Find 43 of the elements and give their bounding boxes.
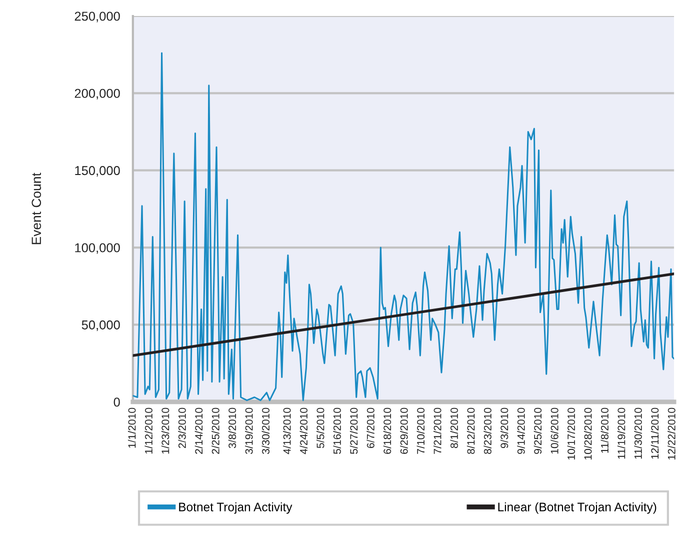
y-tick-label: 50,000 xyxy=(82,320,120,331)
x-tick-label: 12/11/2010 xyxy=(650,408,659,459)
x-tick-label: 1/23/2010 xyxy=(161,408,170,454)
y-tick-label: 200,000 xyxy=(74,88,120,100)
x-tick-label: 7/10/2010 xyxy=(416,408,425,454)
x-tick-label: 2/25/2010 xyxy=(212,408,220,454)
x-tick-label: 5/5/2010 xyxy=(316,408,324,448)
x-tick-label: 11/19/2010 xyxy=(617,408,626,459)
x-tick-label: 6/7/2010 xyxy=(366,408,374,448)
x-tick-label: 2/3/2010 xyxy=(178,408,186,448)
x-tick-label: 3/8/2010 xyxy=(228,408,236,448)
x-tick-label: 9/25/2010 xyxy=(534,408,542,454)
x-tick-label: 11/30/2010 xyxy=(634,408,642,459)
x-tick-label: 10/28/2010 xyxy=(584,408,592,460)
x-tick-label: 9/14/2010 xyxy=(517,408,525,454)
y-axis-title: Event Count xyxy=(32,172,42,244)
x-tick-label: 3/19/2010 xyxy=(245,408,253,454)
x-tick-label: 1/1/2010 xyxy=(128,408,136,448)
x-tick-label: 4/24/2010 xyxy=(300,408,308,454)
x-tick-label: 2/14/2010 xyxy=(194,408,203,454)
x-tick-label: 10/17/2010 xyxy=(567,408,576,460)
x-tick-label: 5/16/2010 xyxy=(333,408,341,454)
x-tick-label: 10/6/2010 xyxy=(550,408,558,454)
legend-label: Botnet Trojan Activity xyxy=(179,502,292,514)
x-tick-label: 7/21/2010 xyxy=(434,408,442,454)
x-tick-label: 9/3/2010 xyxy=(500,408,508,448)
x-tick-label: 8/1/2010 xyxy=(450,408,458,448)
x-tick-label: 5/27/2010 xyxy=(350,408,358,454)
x-tick-label: 11/8/2010 xyxy=(600,408,608,453)
x-tick-label: 8/12/2010 xyxy=(466,408,475,454)
y-tick-label: 0 xyxy=(114,398,120,407)
x-tick-label: 12/22/2010 xyxy=(668,408,676,460)
x-tick-label: 4/13/2010 xyxy=(283,408,291,454)
legend-label: Linear (Botnet Trojan Activity) xyxy=(498,502,656,514)
x-tick-label: 6/29/2010 xyxy=(400,408,408,454)
y-tick-label: 100,000 xyxy=(75,243,120,254)
y-tick-label: 250,000 xyxy=(74,12,120,22)
x-tick-label: 1/12/2010 xyxy=(144,408,152,454)
y-tick-label: 150,000 xyxy=(75,166,120,177)
x-tick-label: 8/23/2010 xyxy=(484,408,492,454)
line-series xyxy=(132,52,674,402)
x-tick-label: 6/18/2010 xyxy=(383,408,392,454)
x-tick-label: 3/30/2010 xyxy=(262,408,270,454)
